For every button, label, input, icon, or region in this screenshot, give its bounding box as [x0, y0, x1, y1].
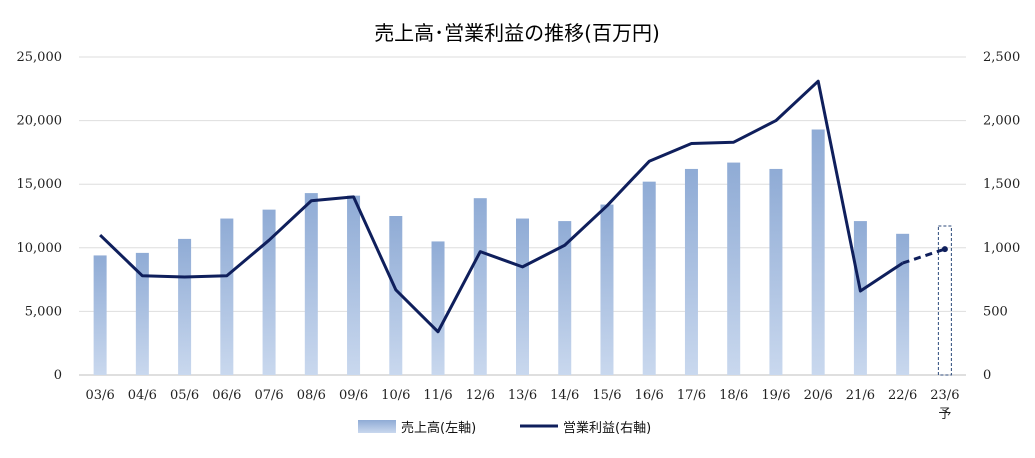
x-axis-tick-label: 04/6 [128, 388, 157, 403]
bar [135, 252, 149, 375]
right-axis-tick-label: 1,500 [983, 177, 1020, 192]
bar [600, 204, 614, 375]
x-axis-tick-label: 17/6 [677, 388, 706, 403]
bar [558, 221, 572, 375]
bar [811, 129, 825, 375]
left-axis-tick-label: 20,000 [17, 114, 63, 129]
right-axis-tick-label: 500 [983, 304, 1008, 319]
bar [347, 195, 361, 375]
bar [769, 168, 783, 375]
x-axis-tick-label: 10/6 [381, 388, 410, 403]
left-axis-tick-label: 15,000 [17, 177, 63, 192]
x-axis-tick-label: 08/6 [297, 388, 326, 403]
legend-label-sales: 売上高(左軸) [401, 420, 476, 436]
right-axis-tick-label: 2,000 [983, 114, 1020, 129]
left-axis-tick-label: 0 [54, 368, 62, 383]
x-axis-forecast-label: 予 [938, 407, 951, 422]
x-axis-tick-label: 21/6 [846, 388, 875, 403]
profit-line [99, 79, 904, 334]
bar [516, 218, 529, 375]
bar [389, 216, 403, 375]
line-series [99, 79, 948, 334]
legend-label-profit: 営業利益(右軸) [563, 420, 651, 436]
x-axis-tick-label: 15/6 [592, 388, 621, 403]
x-axis-tick-label: 18/6 [719, 388, 748, 403]
x-axis-tick-label: 05/6 [170, 388, 199, 403]
bar [93, 255, 107, 375]
left-axis-tick-label: 10,000 [17, 241, 63, 256]
bar-series [93, 129, 952, 376]
right-axis-tick-label: 0 [983, 368, 991, 383]
profit-line-forecast [902, 247, 946, 265]
x-axis-tick-label: 14/6 [550, 388, 579, 403]
left-axis-ticks: 0 5,000 10,000 15,000 20,000 25,000 [17, 50, 63, 383]
bar [896, 233, 910, 375]
x-axis-tick-label: 07/6 [254, 388, 283, 403]
bar [178, 238, 192, 375]
right-axis-tick-label: 1,000 [983, 241, 1020, 256]
x-axis-tick-label: 06/6 [212, 388, 241, 403]
bar-forecast-outline [937, 225, 952, 376]
x-axis-ticks: 03/6 04/6 05/6 06/6 07/6 08/6 09/6 10/6 11/6 12/6… [86, 388, 960, 422]
legend: 売上高(左軸) 営業利益(右軸) [358, 420, 651, 436]
right-axis-tick-label: 2,500 [983, 50, 1020, 65]
bar [727, 162, 741, 375]
x-axis-tick-label: 19/6 [761, 388, 790, 403]
x-axis-tick-label: 22/6 [888, 388, 917, 403]
left-axis-tick-label: 5,000 [25, 304, 62, 319]
right-axis-ticks: 0 500 1,000 1,500 2,000 2,500 [983, 50, 1020, 383]
x-axis-tick-label: 13/6 [508, 388, 537, 403]
legend-swatch-sales [358, 420, 396, 433]
left-axis-tick-label: 25,000 [17, 50, 63, 65]
bar [684, 168, 698, 375]
bar [262, 209, 276, 375]
x-axis-tick-label: 12/6 [466, 388, 495, 403]
bar [220, 218, 234, 375]
chart-title: 売上高･営業利益の推移(百万円) [374, 21, 660, 45]
x-axis-tick-label: 23/6 [930, 388, 959, 403]
bar [853, 221, 867, 375]
bar [473, 198, 487, 375]
x-axis-tick-label: 03/6 [86, 388, 115, 403]
bar [642, 181, 656, 375]
bar [431, 241, 445, 375]
x-axis-tick-label: 20/6 [804, 388, 833, 403]
profit-forecast-point [941, 246, 948, 253]
x-axis-tick-label: 11/6 [423, 388, 452, 403]
x-axis-tick-label: 16/6 [635, 388, 664, 403]
x-axis-tick-label: 09/6 [339, 388, 368, 403]
bar [304, 193, 318, 375]
